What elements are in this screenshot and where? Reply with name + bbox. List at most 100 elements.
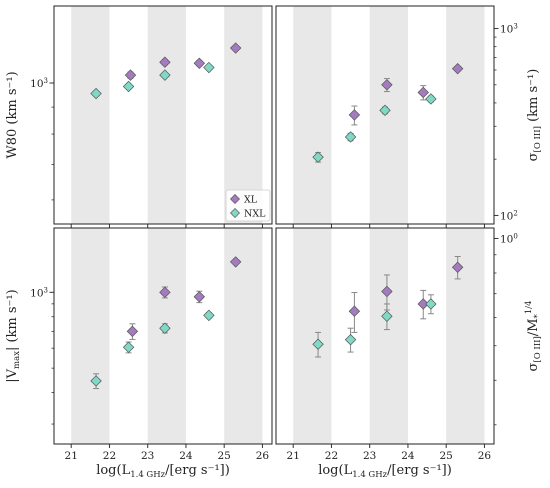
- y-tick-label: 102: [500, 209, 518, 222]
- x-tick-label: 21: [65, 450, 78, 462]
- y-axis-label-main: W80 (km s⁻¹): [5, 71, 20, 158]
- data-point-nxl: [344, 333, 357, 346]
- y-axis-label: σ[O III]/M*1/4: [524, 301, 543, 372]
- data-point-nxl: [90, 87, 102, 100]
- y-axis-label-tail: (km s⁻¹): [526, 69, 541, 126]
- shaded-band: [369, 6, 408, 224]
- data-point-nxl: [312, 338, 324, 350]
- y-tick-label-exp: 2: [513, 209, 517, 217]
- y-axis-label: |Vmax| (km s⁻¹): [5, 289, 22, 382]
- data-point-xl: [124, 69, 137, 81]
- shaded-band: [147, 6, 186, 224]
- data-point-xl: [417, 298, 429, 310]
- data-point-nxl: [122, 341, 135, 353]
- y-axis-label-tail-sup: 1/4: [524, 301, 534, 315]
- data-point-xl: [381, 285, 393, 298]
- y-tick-label-exp: 3: [44, 286, 48, 294]
- panel-frame: [275, 227, 495, 445]
- y-tick-label: 103: [30, 286, 48, 299]
- y-axis-label-tail: | (km s⁻¹): [5, 289, 20, 351]
- panel-frame: [275, 5, 495, 225]
- x-tick-label: 26: [478, 450, 492, 462]
- data-point-nxl: [425, 93, 437, 105]
- x-tick-label: 24: [401, 450, 415, 462]
- data-point-nxl: [379, 104, 391, 117]
- x-axis-label: log(L1.4 GHz/[erg s⁻¹]): [318, 463, 452, 480]
- y-tick-label: 100: [500, 232, 518, 245]
- data-point-xl: [417, 86, 429, 99]
- data-point-nxl: [381, 310, 393, 322]
- shaded-band: [71, 228, 110, 444]
- x-tick-label: 24: [179, 450, 193, 462]
- panel-bottom-left: 103 21 22 23 24 25 26 |Vmax| (km s⁻¹): [5, 227, 273, 462]
- x-tick-label: 22: [103, 450, 116, 462]
- data-point-xl: [348, 109, 361, 121]
- legend-label: XL: [244, 195, 258, 206]
- data-point-nxl: [159, 69, 171, 81]
- data-point-xl: [126, 325, 139, 338]
- panel-top-left: 103 W80 (km s⁻¹): [5, 5, 273, 228]
- y-tick-label-exp: 0: [513, 232, 517, 240]
- shaded-band: [147, 228, 186, 444]
- data-point-xl: [193, 291, 206, 303]
- x-tick-label: 25: [440, 450, 453, 462]
- y-axis-label: W80 (km s⁻¹): [5, 71, 20, 158]
- data-point-nxl: [159, 322, 171, 334]
- legend-marker-nxl: [230, 208, 240, 218]
- data-point-nxl: [425, 298, 437, 310]
- x-axis-label-sub: 1.4 GHz: [352, 470, 387, 480]
- y-tick-label-base: 10: [500, 233, 513, 245]
- y-tick-label-exp: 3: [44, 77, 48, 85]
- y-axis-label-main: σ: [526, 152, 541, 161]
- data-point-xl: [451, 62, 464, 75]
- x-axis-label: log(L1.4 GHz/[erg s⁻¹]): [96, 463, 230, 480]
- shaded-band: [446, 228, 485, 444]
- data-point-nxl: [122, 80, 135, 93]
- panel-frame: [53, 227, 273, 445]
- shaded-band: [446, 6, 485, 224]
- data-point-xl: [229, 42, 242, 54]
- x-tick-label: 23: [141, 450, 154, 462]
- panel-bottom-right: 100 21 22 23 24 25 26 σ[O III]/M*1/4: [275, 227, 543, 462]
- panel-frame: [53, 5, 273, 225]
- y-axis-label-tail: /M: [526, 318, 541, 336]
- y-axis-label-sub: max: [12, 351, 22, 369]
- shaded-band: [293, 6, 332, 224]
- shaded-band: [224, 228, 263, 444]
- y-tick-label-base: 10: [30, 287, 43, 299]
- data-point-xl: [159, 56, 171, 68]
- data-point-nxl: [203, 61, 215, 74]
- y-tick-label: 103: [500, 23, 518, 36]
- data-point-xl: [451, 261, 464, 274]
- data-point-xl: [229, 256, 242, 268]
- data-point-xl: [159, 286, 171, 299]
- x-tick-label: 26: [256, 450, 270, 462]
- y-tick-label: 103: [30, 77, 48, 90]
- x-tick-label: 23: [363, 450, 376, 462]
- legend: XL NXL: [225, 189, 271, 222]
- y-axis-label-sub: [O III]: [533, 126, 543, 152]
- y-tick-label-base: 10: [500, 24, 513, 36]
- data-point-xl: [348, 305, 361, 317]
- y-axis-label-tail-sub: *: [533, 313, 543, 318]
- data-point-xl: [381, 79, 393, 91]
- shaded-band: [293, 228, 332, 444]
- x-tick-label: 22: [325, 450, 338, 462]
- shaded-band: [369, 228, 408, 444]
- x-axis-label-tail: /[erg s⁻¹]): [387, 463, 452, 478]
- y-tick-label-exp: 3: [513, 23, 517, 31]
- shaded-band: [224, 6, 263, 224]
- x-tick-label: 25: [218, 450, 231, 462]
- legend-marker-xl: [230, 194, 240, 204]
- shaded-band: [71, 6, 110, 224]
- y-axis-label: σ[O III] (km s⁻¹): [526, 69, 543, 162]
- data-point-nxl: [90, 375, 102, 387]
- data-point-nxl: [344, 131, 357, 143]
- y-axis-label-sub: [O III]: [533, 336, 543, 362]
- x-axis-label-main: log(L: [96, 463, 130, 478]
- legend-label: NXL: [244, 209, 266, 220]
- y-tick-label-base: 10: [500, 210, 513, 222]
- data-point-nxl: [203, 309, 215, 322]
- x-axis-label-main: log(L: [318, 463, 352, 478]
